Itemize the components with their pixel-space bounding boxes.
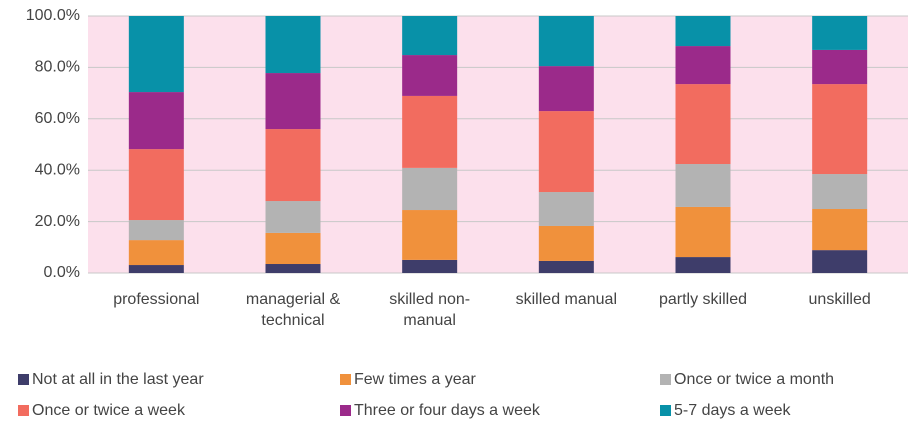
bar-segment	[675, 164, 731, 207]
y-tick-label: 0.0%	[44, 264, 80, 281]
bar-segment	[402, 95, 458, 168]
bar-segment	[128, 16, 184, 93]
x-tick-label: unskilled	[808, 291, 871, 308]
bar-segment	[675, 206, 731, 258]
legend-label: Three or four days a week	[354, 402, 541, 419]
legend-swatch	[340, 405, 351, 416]
bar-segment	[128, 149, 184, 221]
legend-label: Once or twice a week	[32, 402, 186, 419]
bar-segment	[265, 16, 321, 74]
bar-segment	[265, 129, 321, 202]
bar-segment	[675, 84, 731, 165]
y-tick-label: 60.0%	[35, 110, 80, 127]
legend-swatch	[660, 374, 671, 385]
bar-segment	[812, 84, 868, 175]
legend-swatch	[340, 374, 351, 385]
bar-segment	[538, 260, 594, 273]
bar-segment	[128, 220, 184, 241]
bar-segment	[675, 16, 731, 47]
bar-segment	[265, 73, 321, 130]
plot-background	[88, 16, 908, 273]
legend-label: 5-7 days a week	[674, 402, 792, 419]
legend-label: Not at all in the last year	[32, 371, 204, 388]
bar-segment	[538, 66, 594, 112]
bar-segment	[538, 111, 594, 193]
bar-segment	[538, 16, 594, 67]
bar-segment	[812, 209, 868, 251]
bar-segment	[812, 250, 868, 273]
bar-segment	[128, 92, 184, 150]
bar-segment	[675, 46, 731, 85]
y-tick-label: 80.0%	[35, 59, 80, 76]
bar-segment	[402, 210, 458, 260]
legend-label: Few times a year	[354, 371, 476, 388]
y-tick-label: 40.0%	[35, 161, 80, 178]
bar-segment	[265, 232, 321, 265]
legend-swatch	[660, 405, 671, 416]
bar-segment	[265, 264, 321, 273]
bar-segment	[812, 174, 868, 210]
bar-segment	[675, 257, 731, 273]
bar-segment	[812, 49, 868, 85]
bar-segment	[402, 259, 458, 273]
y-tick-label: 20.0%	[35, 213, 80, 230]
bar-segment	[265, 201, 321, 233]
bar-segment	[538, 225, 594, 261]
y-tick-label: 100.0%	[26, 7, 80, 24]
bar-segment	[402, 55, 458, 96]
bar-segment	[402, 16, 458, 56]
bar-segment	[128, 240, 184, 266]
x-tick-label: skilled non-manual	[389, 291, 471, 329]
x-tick-label: professional	[113, 291, 200, 308]
legend-swatch	[18, 374, 29, 385]
legend-swatch	[18, 405, 29, 416]
x-tick-label: partly skilled	[658, 291, 748, 308]
bar-segment	[402, 167, 458, 211]
bar-segment	[128, 265, 184, 273]
legend-label: Once or twice a month	[674, 371, 834, 388]
bar-segment	[538, 192, 594, 226]
x-tick-label: managerial & technical	[245, 291, 341, 329]
bar-segment	[812, 16, 868, 50]
x-tick-label: skilled manual	[515, 291, 618, 308]
